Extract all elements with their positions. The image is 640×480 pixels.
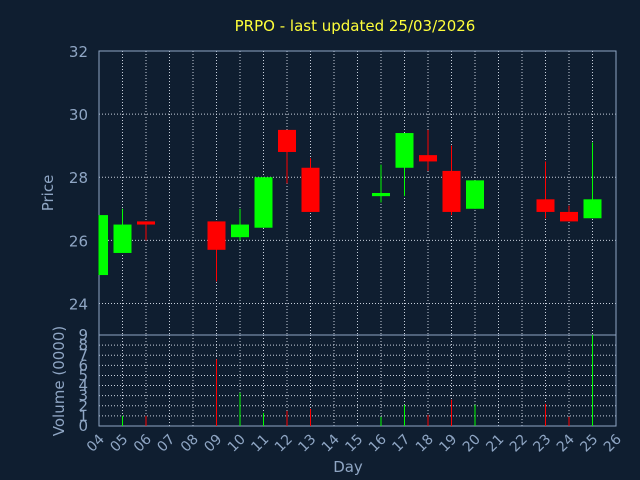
volume-bars bbox=[122, 335, 593, 426]
candle bbox=[113, 208, 132, 253]
candle bbox=[583, 142, 602, 219]
day-tick-label: 11 bbox=[248, 432, 272, 456]
day-tick-label: 21 bbox=[483, 432, 507, 456]
candle-body bbox=[395, 133, 414, 168]
price-tick-label: 30 bbox=[69, 106, 88, 124]
candle bbox=[536, 161, 555, 219]
day-axis-label: Day bbox=[333, 458, 363, 476]
candle bbox=[207, 221, 226, 282]
volume-axis-label: Volume (0000) bbox=[50, 326, 68, 436]
day-tick-label: 26 bbox=[601, 431, 625, 455]
candle-body bbox=[301, 167, 320, 212]
candle-body bbox=[442, 170, 461, 212]
candles bbox=[98, 129, 602, 282]
candle bbox=[395, 133, 414, 197]
day-tick-label: 12 bbox=[272, 432, 296, 456]
day-tick-label: 08 bbox=[178, 432, 202, 456]
candle bbox=[301, 158, 320, 212]
candle-body bbox=[419, 155, 437, 162]
volume-tick-label: 2 bbox=[78, 397, 88, 415]
price-axis-ticks: 24 26 28 30 32 bbox=[69, 43, 88, 313]
day-axis-ticks: 04 05 06 07 08 09 10 11 12 13 14 15 16 17 18 19 20 21 22 23… bbox=[84, 431, 625, 455]
day-tick-label: 20 bbox=[460, 432, 484, 456]
day-tick-label: 22 bbox=[507, 432, 531, 456]
day-tick-label: 18 bbox=[413, 432, 437, 456]
day-tick-label: 19 bbox=[436, 432, 460, 456]
volume-tick-label: 8 bbox=[78, 336, 88, 354]
volume-panel-frame bbox=[98, 334, 617, 427]
candle bbox=[254, 177, 273, 228]
candle bbox=[98, 215, 108, 276]
day-tick-label: 25 bbox=[577, 432, 601, 456]
price-tick-label: 24 bbox=[69, 295, 88, 313]
volume-tick-label: 4 bbox=[78, 377, 88, 395]
candle bbox=[231, 208, 249, 241]
candle-body bbox=[207, 221, 226, 250]
day-tick-label: 17 bbox=[389, 432, 413, 456]
price-tick-label: 28 bbox=[69, 169, 88, 187]
candle-body bbox=[278, 129, 296, 152]
candle-body bbox=[536, 199, 555, 212]
volume-tick-label: 7 bbox=[78, 346, 88, 364]
volume-tick-label: 6 bbox=[78, 356, 88, 374]
candle-body bbox=[113, 224, 132, 253]
volume-grid bbox=[99, 335, 616, 426]
volume-tick-label: 9 bbox=[78, 326, 88, 344]
candle bbox=[442, 145, 461, 216]
price-tick-label: 26 bbox=[69, 232, 88, 250]
price-axis-label: Price bbox=[39, 175, 57, 212]
candle bbox=[419, 129, 437, 171]
candle bbox=[278, 129, 296, 184]
day-tick-label: 05 bbox=[107, 432, 131, 456]
chart-title: PRPO - last updated 25/03/2026 bbox=[235, 17, 476, 35]
day-tick-label: 04 bbox=[84, 431, 108, 455]
day-tick-label: 15 bbox=[342, 432, 366, 456]
candle bbox=[372, 164, 390, 203]
price-tick-label: 32 bbox=[69, 43, 88, 61]
day-tick-label: 13 bbox=[295, 432, 319, 456]
volume-tick-label: 3 bbox=[78, 387, 88, 405]
day-tick-label: 09 bbox=[201, 432, 225, 456]
candle-body bbox=[466, 180, 484, 209]
day-tick-label: 23 bbox=[530, 432, 554, 456]
candle-body bbox=[560, 211, 578, 222]
day-tick-label: 06 bbox=[131, 431, 155, 455]
volume-tick-label: 0 bbox=[78, 417, 88, 435]
day-tick-label: 10 bbox=[225, 432, 249, 456]
candle-body bbox=[137, 221, 155, 225]
day-tick-label: 14 bbox=[319, 431, 343, 455]
candle bbox=[137, 221, 155, 241]
candle-body bbox=[231, 224, 249, 238]
volume-tick-label: 1 bbox=[78, 407, 88, 425]
volume-tick-label: 5 bbox=[78, 366, 88, 384]
candle-body bbox=[99, 215, 108, 276]
day-tick-label: 16 bbox=[366, 431, 390, 455]
candle-body bbox=[372, 193, 390, 197]
price-grid bbox=[99, 51, 616, 335]
day-tick-label: 24 bbox=[554, 431, 578, 455]
candle-body bbox=[254, 177, 273, 228]
candle-body bbox=[583, 199, 602, 219]
candle bbox=[466, 180, 484, 209]
candle bbox=[560, 205, 578, 222]
day-tick-label: 07 bbox=[154, 432, 178, 456]
